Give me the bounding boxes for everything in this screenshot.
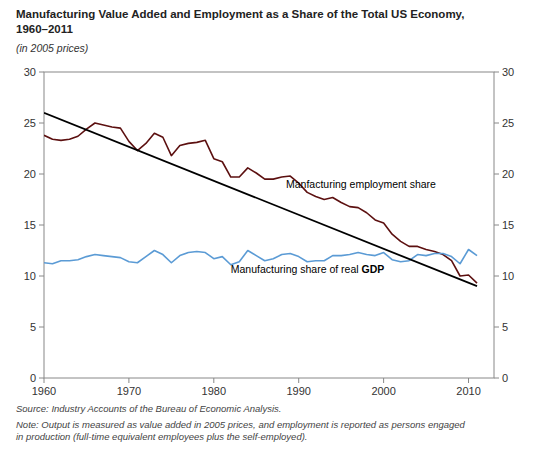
x-tick-label: 1980 [202,385,226,397]
x-tick-label: 2010 [456,385,480,397]
y-tick [39,378,44,379]
x-tick [213,378,214,383]
source: Source: Industry Accounts of the Bureau … [16,403,281,414]
annotation: Manfacturing employment share [286,178,436,190]
plot-frame [44,72,494,378]
annotation-part: Manufacturing share of real [231,263,362,275]
y-tick [39,276,44,277]
y2-tick [494,72,499,73]
x-tick-label: 1970 [117,385,141,397]
x-tick-label: 1960 [32,385,56,397]
y-tick [39,123,44,124]
y-tick-label: 20 [24,168,36,180]
y-tick-label: 15 [24,219,36,231]
annotation: Manufacturing share of real GDP [231,263,385,275]
annotation-part: GDP [362,263,385,275]
y-tick-label: 30 [24,66,36,78]
y-tick-label: 0 [30,372,36,384]
title: Manufacturing Value Added and Employment… [16,8,464,35]
y-tick-label: 25 [24,117,36,129]
y2-tick-label: 20 [502,168,514,180]
x-tick [298,378,299,383]
y2-tick-label: 15 [502,219,514,231]
plot-area [44,113,477,286]
y2-tick-label: 0 [502,372,508,384]
chart: Manufacturing Value Added and Employment… [0,0,538,459]
x-tick-label: 1990 [286,385,310,397]
note: Note: Output is measured as value added … [16,419,466,442]
series-line [44,113,477,286]
series-line [44,123,477,283]
x-tick [128,378,129,383]
x-tick [468,378,469,383]
y2-tick-label: 10 [502,270,514,282]
y2-tick-label: 5 [502,321,508,333]
x-tick [44,378,45,383]
y2-tick [494,174,499,175]
y2-tick [494,225,499,226]
y2-tick [494,123,499,124]
y2-tick-label: 30 [502,66,514,78]
y-tick [39,225,44,226]
y2-tick-label: 25 [502,117,514,129]
y2-tick [494,378,499,379]
y-tick-label: 10 [24,270,36,282]
y-tick [39,327,44,328]
y-tick [39,72,44,73]
x-tick [383,378,384,383]
subtitle: (in 2005 prices) [16,42,88,54]
y-tick [39,174,44,175]
annotation-part: Manfacturing employment share [286,178,436,190]
y-tick-label: 5 [30,321,36,333]
y2-tick [494,276,499,277]
x-tick-label: 2000 [371,385,395,397]
y2-tick [494,327,499,328]
